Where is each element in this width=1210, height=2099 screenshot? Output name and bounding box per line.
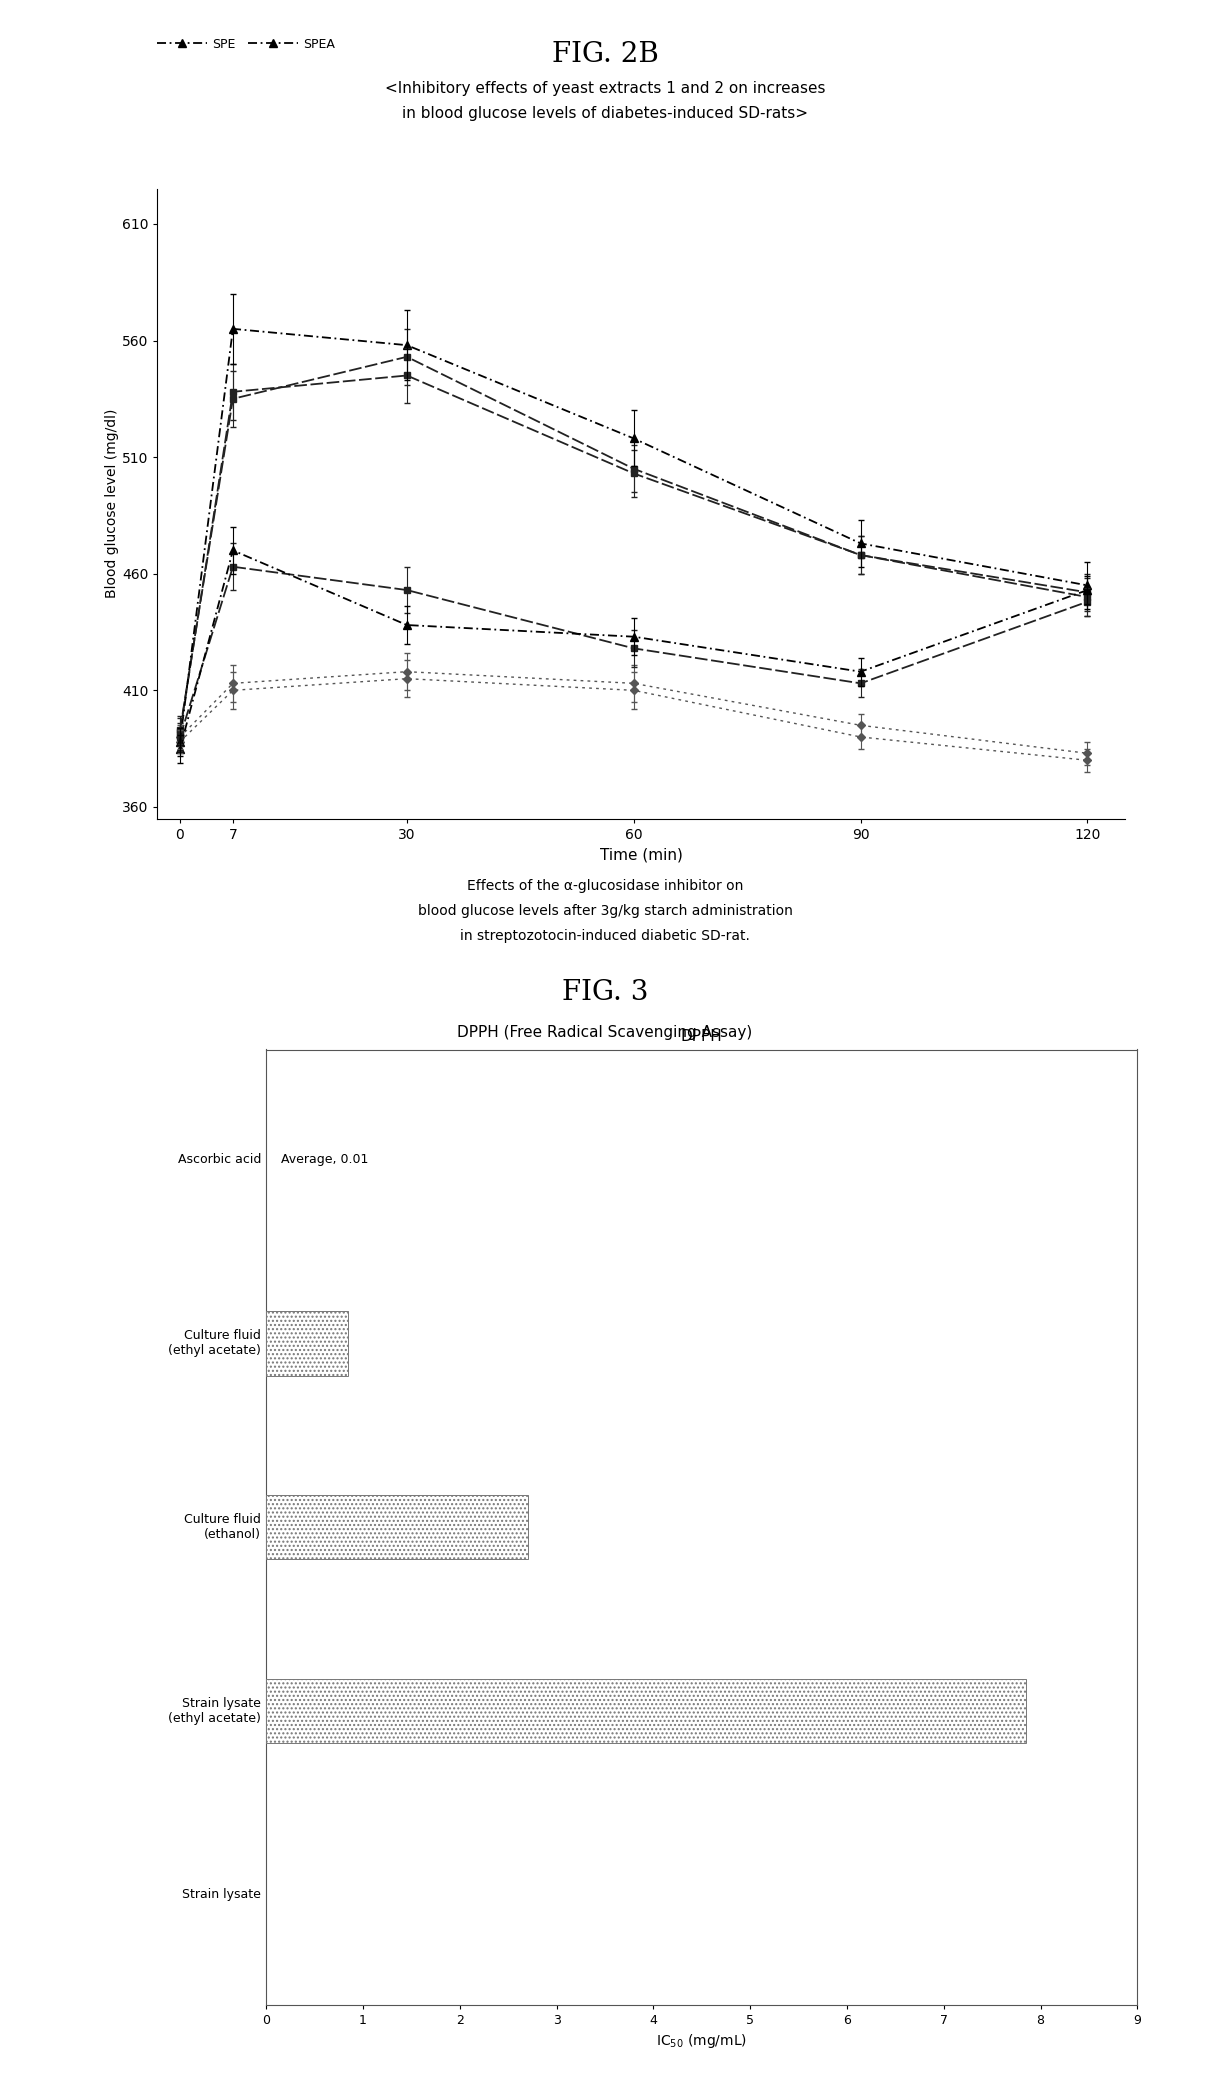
Text: DPPH (Free Radical Scavenging Assay): DPPH (Free Radical Scavenging Assay) — [457, 1024, 753, 1041]
Text: <Inhibitory effects of yeast extracts 1 and 2 on increases: <Inhibitory effects of yeast extracts 1 … — [385, 80, 825, 97]
Text: in streptozotocin-induced diabetic SD-rat.: in streptozotocin-induced diabetic SD-ra… — [460, 930, 750, 942]
Y-axis label: Blood glucose level (mg/dl): Blood glucose level (mg/dl) — [105, 409, 119, 598]
Legend: SPE, SPEA: SPE, SPEA — [157, 38, 335, 50]
Text: FIG. 2B: FIG. 2B — [552, 42, 658, 67]
Bar — [266, 1494, 528, 1560]
Bar — [266, 1679, 1026, 1742]
X-axis label: IC$_{50}$ (mg/mL): IC$_{50}$ (mg/mL) — [656, 2032, 748, 2051]
Bar — [266, 1312, 348, 1375]
Text: Average, 0.01: Average, 0.01 — [281, 1152, 368, 1167]
Text: blood glucose levels after 3g/kg starch administration: blood glucose levels after 3g/kg starch … — [417, 905, 793, 917]
Text: Effects of the α-glucosidase inhibitor on: Effects of the α-glucosidase inhibitor o… — [467, 879, 743, 892]
X-axis label: Time (min): Time (min) — [600, 848, 682, 863]
Text: FIG. 3: FIG. 3 — [561, 980, 649, 1005]
Text: in blood glucose levels of diabetes-induced SD-rats>: in blood glucose levels of diabetes-indu… — [402, 105, 808, 122]
Title: DPPH: DPPH — [681, 1029, 722, 1043]
